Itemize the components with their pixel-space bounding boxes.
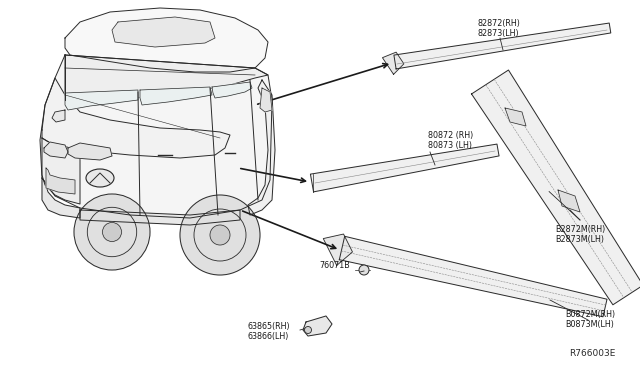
Text: 76071B: 76071B [319,260,350,269]
Text: R766003E: R766003E [568,349,615,358]
Polygon shape [44,142,68,158]
Polygon shape [310,144,499,192]
Polygon shape [140,87,212,105]
Circle shape [305,327,312,334]
Text: 82872(RH)
82873(LH): 82872(RH) 82873(LH) [478,19,521,38]
Polygon shape [80,210,240,225]
Text: 80872 (RH)
80873 (LH): 80872 (RH) 80873 (LH) [428,131,473,150]
Polygon shape [394,23,611,69]
Ellipse shape [86,169,114,187]
Polygon shape [68,143,112,160]
Circle shape [359,265,369,275]
Polygon shape [112,17,215,47]
Polygon shape [46,168,75,194]
Polygon shape [65,55,268,100]
Polygon shape [212,82,252,98]
Circle shape [180,195,260,275]
Text: B0872M(RH)
B0873M(LH): B0872M(RH) B0873M(LH) [565,310,615,329]
Polygon shape [42,178,80,218]
Circle shape [102,222,122,241]
Polygon shape [505,108,526,126]
Polygon shape [383,52,404,74]
Polygon shape [303,316,332,336]
Circle shape [74,194,150,270]
Polygon shape [339,236,607,317]
Polygon shape [558,190,580,212]
Polygon shape [472,70,640,305]
Polygon shape [65,90,138,110]
Polygon shape [260,88,272,112]
Polygon shape [42,138,80,204]
Polygon shape [42,78,230,158]
Polygon shape [52,110,65,122]
Polygon shape [40,55,272,218]
Text: 63865(RH)
63866(LH): 63865(RH) 63866(LH) [248,322,291,341]
Text: B2872M(RH)
B2873M(LH): B2872M(RH) B2873M(LH) [555,225,605,244]
Circle shape [210,225,230,245]
Polygon shape [323,234,353,265]
Polygon shape [248,80,275,215]
Polygon shape [65,8,268,72]
